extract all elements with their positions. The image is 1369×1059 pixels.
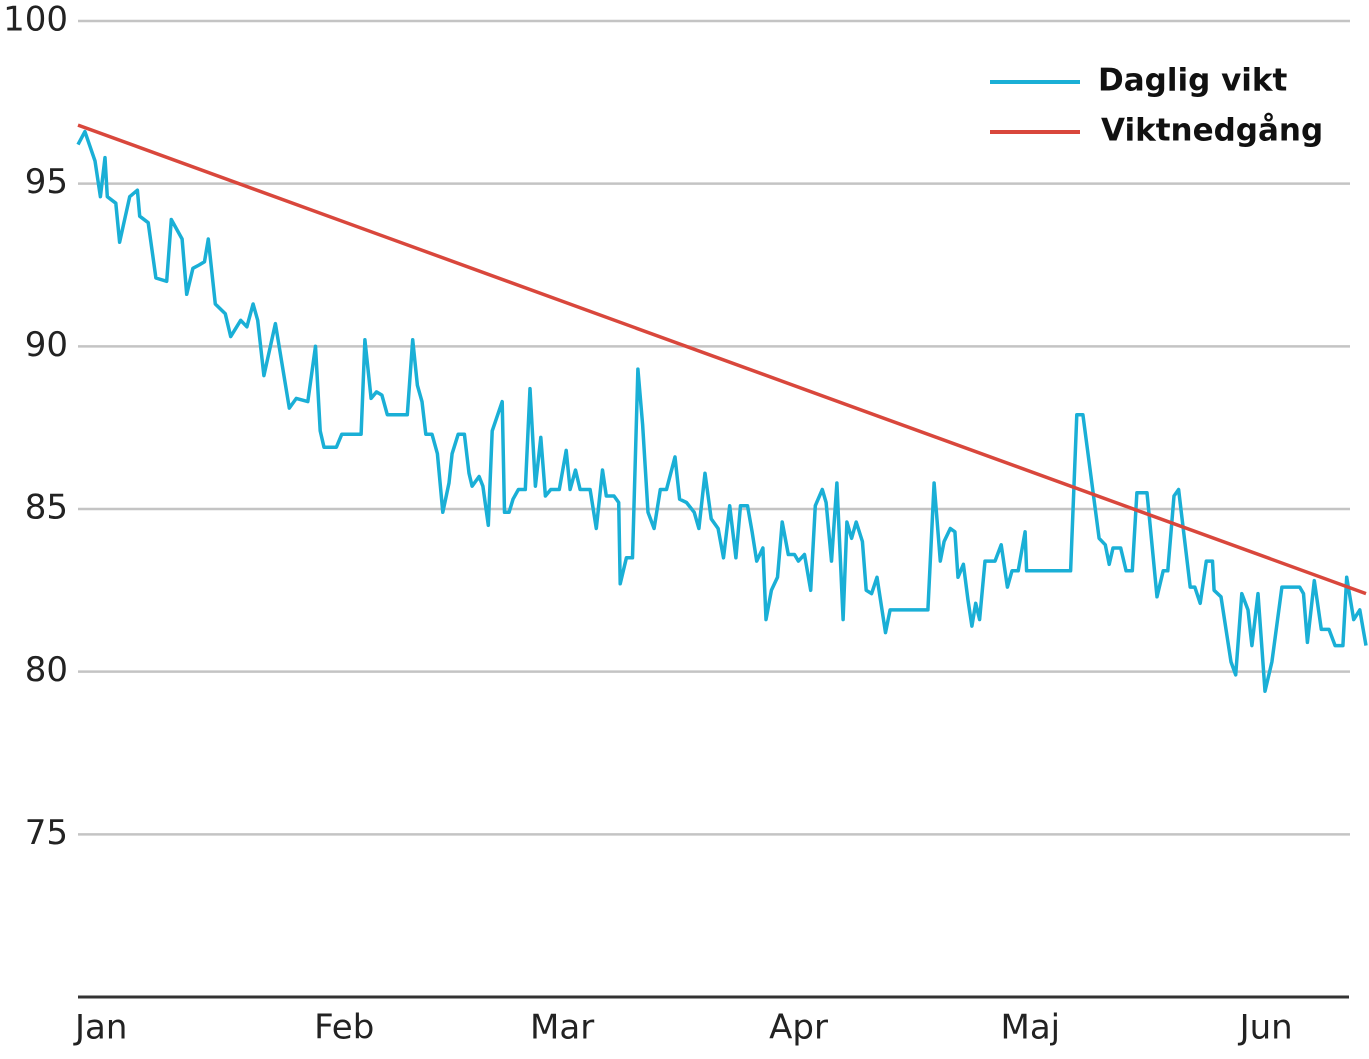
y-tick-label: 90: [25, 325, 68, 365]
line: [76, 129, 1368, 693]
y-tick-label: 75: [25, 813, 68, 853]
y-tick-label: 95: [25, 162, 68, 202]
x-tick-label: Jun: [1238, 1008, 1293, 1048]
x-tick-label: Apr: [769, 1008, 828, 1048]
x-tick-label: Maj: [1001, 1008, 1061, 1048]
legend-label: Viktnedgång: [1101, 113, 1323, 149]
x-tick-label: Mar: [530, 1008, 594, 1048]
y-tick-label: 100: [3, 0, 68, 40]
y-tick-label: 85: [25, 488, 68, 528]
line: [77, 123, 1367, 596]
x-tick-label: Feb: [314, 1008, 374, 1048]
legend-label: Daglig vikt: [1098, 63, 1288, 99]
x-tick-label: Jan: [73, 1008, 127, 1048]
y-tick-label: 80: [25, 650, 68, 690]
